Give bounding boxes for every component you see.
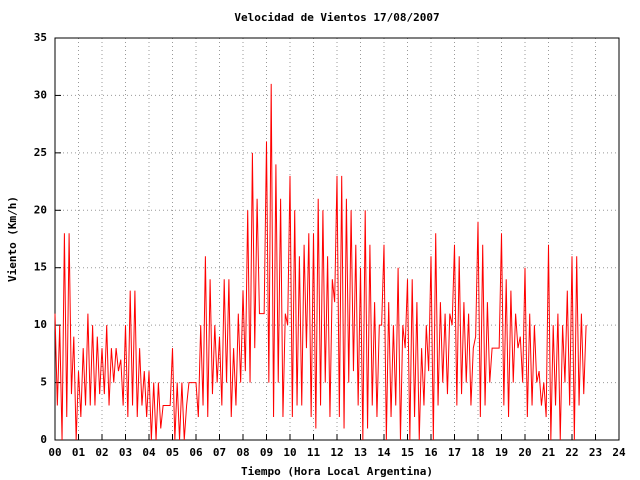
x-tick-label: 04 [142,446,156,459]
x-tick-label: 24 [612,446,626,459]
y-tick-label: 35 [34,31,47,44]
y-tick-label: 30 [34,88,47,101]
x-tick-label: 19 [495,446,508,459]
wind-line [54,83,587,441]
x-tick-label: 13 [354,446,367,459]
x-tick-label: 16 [424,446,438,459]
x-tick-label: 02 [95,446,108,459]
x-tick-label: 21 [542,446,556,459]
y-tick-label: 20 [34,203,47,216]
x-tick-label: 10 [283,446,296,459]
y-tick-label: 5 [40,376,47,389]
x-tick-label: 03 [119,446,132,459]
y-tick-label: 15 [34,261,47,274]
x-tick-label: 17 [448,446,461,459]
x-tick-label: 07 [213,446,226,459]
x-tick-label: 18 [471,446,484,459]
x-tick-label: 00 [48,446,61,459]
x-tick-label: 15 [401,446,414,459]
x-axis-label: Tiempo (Hora Local Argentina) [241,465,433,478]
y-tick-label: 25 [34,146,47,159]
chart-title: Velocidad de Vientos 17/08/2007 [234,11,439,24]
y-tick-label: 10 [34,318,47,331]
x-tick-label: 08 [236,446,249,459]
y-tick-label: 0 [40,433,47,446]
x-tick-label: 09 [260,446,273,459]
y-axis-label: Viento (Km/h) [6,196,19,282]
x-tick-label: 20 [518,446,531,459]
x-tick-label: 22 [565,446,578,459]
plot-border [54,37,620,441]
x-tick-label: 14 [377,446,391,459]
x-tick-label: 06 [189,446,203,459]
x-tick-label: 01 [72,446,86,459]
x-tick-label: 05 [166,446,179,459]
x-tick-label: 12 [330,446,343,459]
x-tick-label: 23 [589,446,602,459]
x-tick-label: 11 [307,446,321,459]
